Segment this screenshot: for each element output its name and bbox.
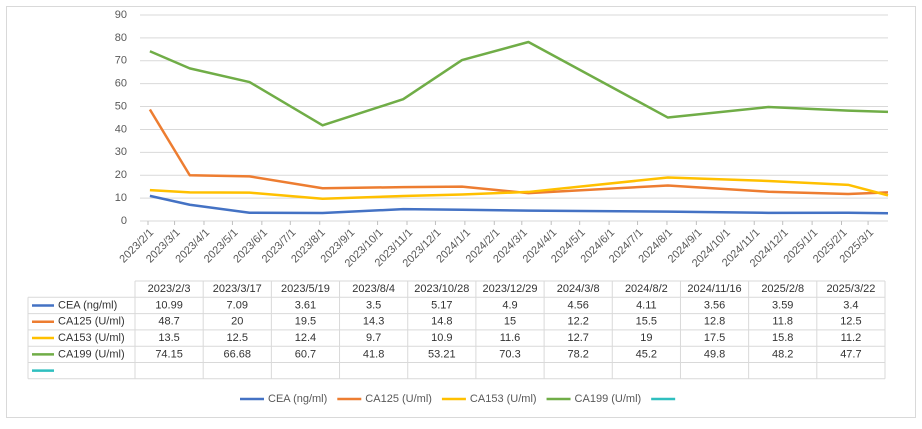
y-tick-label: 40 xyxy=(115,123,127,135)
table-header: 2023/2/3 xyxy=(148,283,191,295)
table-cell: 3.61 xyxy=(295,299,316,311)
y-tick-label: 0 xyxy=(121,215,127,227)
table-cell: 13.5 xyxy=(158,332,179,344)
table-cell: 12.4 xyxy=(295,332,316,344)
table-series-name: CA125 (U/ml) xyxy=(58,316,125,328)
table-cell: 17.5 xyxy=(704,332,725,344)
table-cell: 12.7 xyxy=(567,332,588,344)
table-cell: 4.11 xyxy=(636,299,657,311)
series-line xyxy=(149,194,889,215)
table-cell: 15.8 xyxy=(772,332,793,344)
table-cell: 14.8 xyxy=(431,316,452,328)
table-cell: 66.68 xyxy=(224,348,252,360)
table-cell: 15.5 xyxy=(636,316,657,328)
table-cell: 3.5 xyxy=(366,299,381,311)
series-line xyxy=(148,108,889,196)
table-cell: 78.2 xyxy=(567,348,588,360)
table-cell: 70.3 xyxy=(499,348,520,360)
table-header: 2023/10/28 xyxy=(414,283,469,295)
table-header: 2023/5/19 xyxy=(281,283,330,295)
table-cell: 14.3 xyxy=(363,316,384,328)
y-tick-label: 90 xyxy=(115,9,127,21)
legend-label: CA153 (U/ml) xyxy=(470,393,537,405)
y-tick-label: 30 xyxy=(115,146,127,158)
table-cell: 49.8 xyxy=(704,348,725,360)
table-cell: 4.56 xyxy=(567,299,588,311)
series-line xyxy=(149,176,889,201)
legend-label: CA125 (U/ml) xyxy=(365,393,432,405)
table-cell: 48.7 xyxy=(158,316,179,328)
table-cell: 74.15 xyxy=(155,348,183,360)
table-header: 2025/3/22 xyxy=(826,283,875,295)
table-cell: 12.2 xyxy=(567,316,588,328)
table-cell: 10.9 xyxy=(431,332,452,344)
table-cell: 10.99 xyxy=(155,299,183,311)
table-cell: 3.56 xyxy=(704,299,725,311)
table-cell: 3.4 xyxy=(843,299,858,311)
y-tick-label: 10 xyxy=(115,192,127,204)
y-tick-label: 70 xyxy=(115,55,127,67)
table-cell: 19 xyxy=(640,332,652,344)
table-cell: 15 xyxy=(504,316,516,328)
table-cell: 47.7 xyxy=(840,348,861,360)
table-cell: 9.7 xyxy=(366,332,381,344)
table-cell: 11.6 xyxy=(500,332,521,344)
y-tick-label: 50 xyxy=(115,100,127,112)
table-cell: 11.2 xyxy=(841,332,862,344)
table-cell: 11.8 xyxy=(772,316,793,328)
table-header: 2024/3/8 xyxy=(557,283,600,295)
table-cell: 12.5 xyxy=(227,332,248,344)
y-tick-label: 20 xyxy=(115,169,127,181)
table-header: 2024/8/2 xyxy=(625,283,668,295)
table-cell: 45.2 xyxy=(636,348,657,360)
table-cell: 12.8 xyxy=(704,316,725,328)
table-header: 2023/12/29 xyxy=(482,283,537,295)
table-cell: 5.17 xyxy=(431,299,452,311)
table-series-name: CA199 (U/ml) xyxy=(58,348,125,360)
table-cell: 20 xyxy=(231,316,243,328)
table-cell: 60.7 xyxy=(295,348,316,360)
table-series-name: CEA (ng/ml) xyxy=(58,299,117,311)
series-line xyxy=(149,40,889,127)
table-header: 2023/8/4 xyxy=(352,283,395,295)
y-tick-label: 80 xyxy=(115,32,127,44)
table-header: 2023/3/17 xyxy=(213,283,262,295)
table-cell: 48.2 xyxy=(772,348,793,360)
table-cell: 19.5 xyxy=(295,316,316,328)
legend-label: CEA (ng/ml) xyxy=(268,393,327,405)
legend-label: CA199 (U/ml) xyxy=(575,393,642,405)
y-tick-label: 60 xyxy=(115,78,127,90)
table-cell: 3.59 xyxy=(772,299,793,311)
table-header: 2024/11/16 xyxy=(687,283,741,295)
table-header: 2025/2/8 xyxy=(761,283,804,295)
table-cell: 53.21 xyxy=(428,348,456,360)
table-cell: 41.8 xyxy=(363,348,384,360)
table-cell: 12.5 xyxy=(840,316,861,328)
table-cell: 7.09 xyxy=(227,299,248,311)
table-series-name: CA153 (U/ml) xyxy=(58,332,125,344)
table-cell: 4.9 xyxy=(502,299,517,311)
